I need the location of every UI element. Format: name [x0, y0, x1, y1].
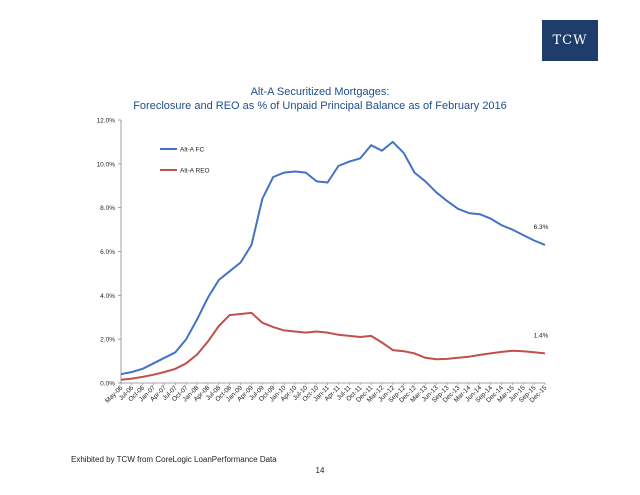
- series-end-label: 1.4%: [534, 332, 549, 339]
- series-line-1: [120, 311, 546, 381]
- chart-title: Alt-A Securitized Mortgages:: [250, 86, 390, 98]
- chart-subtitle: Foreclosure and REO as % of Unpaid Princ…: [133, 100, 507, 112]
- source-footnote: Exhibited by TCW from CoreLogic LoanPerf…: [71, 455, 277, 464]
- y-tick-label: 10.0%: [97, 161, 116, 168]
- logo-text: TCW: [552, 33, 588, 48]
- tcw-logo: TCW: [542, 20, 598, 61]
- y-tick-label: 8.0%: [100, 205, 115, 212]
- chart-legend: Alt-A FC Alt-A REO: [160, 147, 210, 175]
- chart-title-block: Alt-A Securitized Mortgages: Foreclosure…: [60, 85, 580, 113]
- y-tick-label: 4.0%: [100, 293, 115, 300]
- y-tick-label: 2.0%: [100, 337, 115, 344]
- series-line-0: [120, 140, 546, 376]
- chart-series: 6.3% 1.4%: [120, 140, 549, 381]
- legend-label: Alt-A REO: [180, 168, 210, 175]
- y-tick-label: 12.0%: [97, 118, 116, 125]
- chart-axes: 0.0%2.0%4.0%6.0%8.0%10.0%12.0%May-06Jul-…: [97, 118, 549, 405]
- legend-label: Alt-A FC: [180, 147, 205, 154]
- series-end-label: 6.3%: [534, 224, 549, 231]
- y-tick-label: 0.0%: [100, 381, 115, 388]
- y-tick-label: 6.0%: [100, 249, 115, 256]
- page-number: 14: [315, 466, 325, 475]
